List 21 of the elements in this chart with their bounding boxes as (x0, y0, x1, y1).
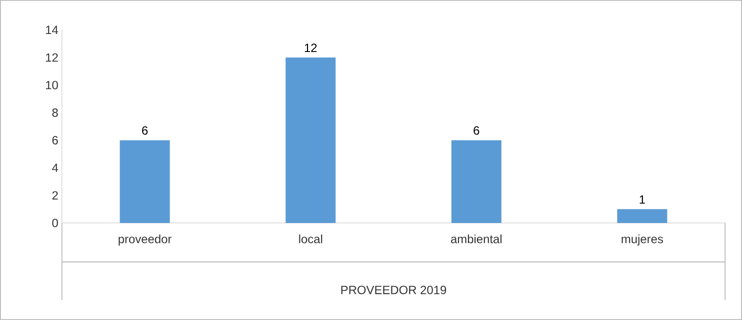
y-tick-label: 2 (52, 191, 58, 200)
y-tick-label: 12 (46, 53, 58, 62)
y-tick-label: 10 (46, 80, 58, 90)
y-tick-label: 8 (52, 108, 58, 117)
y-tick-label: 14 (46, 26, 58, 34)
bar (617, 209, 668, 224)
y-tick-label: 4 (52, 164, 58, 172)
data-label: 12 (304, 44, 317, 52)
x-tick-label: ambiental (450, 234, 502, 244)
bar (451, 140, 502, 224)
bar (286, 58, 336, 224)
data-label: 6 (142, 126, 148, 135)
x-tick-label: mujeres (622, 234, 664, 246)
y-tick-label: 0 (52, 218, 58, 228)
x-tick-label: local (299, 234, 322, 244)
x-tick-label: proveedor (118, 234, 172, 246)
bar (120, 140, 170, 224)
data-label: 1 (640, 195, 645, 204)
y-tick-label: 6 (52, 136, 58, 145)
x-axis-title: PROVEEDOR 2019 (341, 286, 446, 294)
data-label: 6 (474, 126, 480, 135)
